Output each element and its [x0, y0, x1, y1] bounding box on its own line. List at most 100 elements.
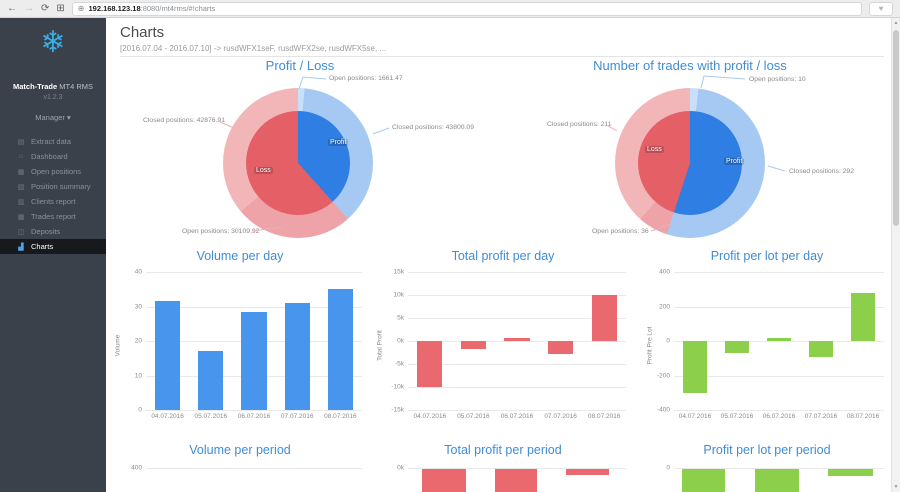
data-bar — [808, 341, 834, 358]
data-bar — [724, 341, 750, 354]
volume-per-day-chart: Volume per day Volume 40 30 20 10 0 04.07.201… — [110, 246, 370, 432]
page-title: Charts — [120, 24, 165, 41]
data-bar — [766, 338, 792, 341]
profit-per-lot-per-day-chart: Profit per lot per day Profit Pre Lot 40… — [642, 246, 892, 432]
y-axis-label: Profit Pre Lot — [646, 326, 654, 365]
header-divider — [120, 56, 884, 57]
data-bar — [828, 469, 873, 476]
role-label: Manager — [35, 113, 65, 122]
ytick: 10 — [134, 372, 142, 379]
y-axis-label: Volume — [114, 334, 122, 357]
sidebar: ❄ Match-Trade MT4 RMS v1.2.3 Manager ▾ ▤… — [0, 18, 106, 492]
sidebar-item-label: Open positions — [31, 167, 82, 176]
apps-grid-icon[interactable]: ⊞ — [56, 2, 65, 14]
callout-open-positions: Open positions: 36 — [592, 228, 649, 235]
ytick: 10k — [393, 291, 404, 299]
sidebar-item-dashboard[interactable]: ⌂ Dashboard — [0, 149, 106, 164]
grid — [674, 375, 884, 377]
data-bar — [566, 469, 609, 475]
url-host: 192.168.123.18 — [88, 4, 141, 13]
ytick: 40 — [134, 268, 142, 276]
sidebar-item-open-positions[interactable]: ▦ Open positions — [0, 164, 106, 179]
xtick: 05.07.2016 — [194, 413, 228, 420]
grid — [674, 468, 884, 469]
sidebar-item-charts[interactable]: ▟ Charts — [0, 239, 106, 254]
sidebar-item-clients-report[interactable]: ▥ Clients report — [0, 194, 106, 209]
vertical-scrollbar[interactable]: ▲ ▼ — [891, 18, 900, 492]
plot-area: 15k 10k 5k 0k -5k -10k -15k 04.07.2016 05.07.201… — [391, 269, 626, 420]
grid — [674, 410, 884, 411]
data-bar — [850, 292, 876, 341]
refresh-icon[interactable]: ⟳ — [41, 2, 50, 14]
sidebar-item-position-summary[interactable]: ▧ Position summary — [0, 179, 106, 194]
data-bar — [155, 301, 181, 410]
sidebar-item-deposits[interactable]: ◫ Deposits — [0, 224, 106, 239]
chevron-down-icon: ▾ — [66, 113, 71, 122]
callout-closed-positions: Closed positions: 292 — [789, 168, 854, 175]
forward-icon[interactable]: → — [24, 2, 34, 14]
ytick: 0k — [397, 464, 404, 472]
brand-name: Match-Trade MT4 RMS — [0, 82, 106, 91]
xtick: 04.07.2016 — [151, 413, 184, 420]
extract-data-icon: ▤ — [17, 138, 25, 146]
trades-pie — [615, 88, 765, 238]
ytick: 400 — [659, 268, 670, 276]
browser-toolbar: ← → ⟳ ⊞ ⊕ 192.168.123.18:8080/mt4rms/#!c… — [0, 0, 900, 18]
scrollbar-up-icon[interactable]: ▲ — [893, 20, 899, 26]
data-bar — [284, 303, 310, 410]
sidebar-item-label: Charts — [31, 242, 54, 251]
sidebar-item-label: Trades report — [31, 212, 76, 221]
xtick: 06.07.2016 — [762, 413, 796, 420]
data-bar — [327, 289, 353, 410]
grid — [408, 364, 626, 365]
dashboard-icon: ⌂ — [18, 153, 24, 160]
data-bar — [682, 469, 725, 492]
site-info-icon[interactable]: ⊕ — [77, 4, 85, 13]
open-positions-icon: ▦ — [17, 168, 25, 176]
data-bar — [417, 341, 443, 387]
chart-title: Volume per period — [189, 443, 291, 457]
xtick: 06.07.2016 — [237, 413, 271, 420]
url-text: 192.168.123.18:8080/mt4rms/#!charts — [88, 4, 215, 13]
volume-per-period-chart: Volume per period 400 — [110, 440, 370, 492]
ytick: -200 — [656, 372, 670, 379]
role-selector[interactable]: Manager ▾ — [0, 113, 106, 122]
xtick: 07.07.2016 — [280, 413, 314, 420]
brand-suffix: MT4 RMS — [59, 82, 94, 91]
sidebar-item-extract-data[interactable]: ▤ Extract data — [0, 134, 106, 149]
scrollbar-down-icon[interactable]: ▼ — [893, 484, 899, 490]
plot-area: 0 — [666, 465, 884, 492]
grid — [408, 468, 626, 469]
sidebar-item-trades-report[interactable]: ▦ Trades report — [0, 209, 106, 224]
trades-pie-title: Number of trades with profit / loss — [593, 58, 787, 73]
ytick: -10k — [391, 383, 404, 391]
grid — [408, 341, 626, 342]
plot-area: 400 200 0 -200 -400 04.07.2016 05.07.2016 06.07… — [657, 269, 884, 420]
xtick: 08.07.2016 — [846, 413, 880, 420]
plot-area: 0k — [397, 465, 626, 492]
grid — [146, 468, 362, 469]
scrollbar-thumb[interactable] — [893, 30, 899, 226]
app-version: v1.2.3 — [43, 94, 63, 101]
xtick: 05.07.2016 — [720, 413, 754, 420]
favorite-heart-button[interactable]: ♥ — [869, 1, 893, 16]
ytick: -400 — [656, 406, 670, 414]
pie-inner-disc — [638, 111, 742, 215]
data-bar — [591, 295, 617, 341]
url-bar[interactable]: ⊕ 192.168.123.18:8080/mt4rms/#!charts — [71, 1, 862, 16]
callout-closed-positions: Closed positions: 42876.91 — [143, 117, 225, 124]
grid — [408, 295, 626, 296]
profit-loss-pie — [223, 88, 373, 238]
grid — [408, 318, 626, 319]
total-profit-per-period-chart: Total profit per period 0k — [372, 440, 634, 492]
grid — [674, 272, 884, 273]
pie-slice-label-profit: Profit — [328, 139, 349, 146]
profit-per-lot-per-period-chart: Profit per lot per period 0 — [642, 440, 892, 492]
back-icon[interactable]: ← — [7, 2, 17, 14]
pie-slice-label-loss: Loss — [645, 146, 664, 153]
ytick: 0 — [666, 464, 670, 472]
chart-title: Total profit per period — [444, 443, 562, 457]
data-bar — [682, 341, 708, 393]
grid — [146, 306, 362, 308]
ytick: 200 — [659, 303, 670, 310]
